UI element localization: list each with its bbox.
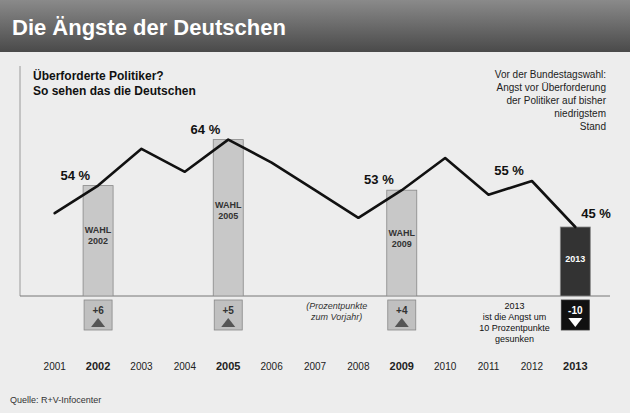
chart: Die Ängste der Deutschen WAHL2002 WAHL2005… bbox=[0, 0, 630, 413]
bar bbox=[83, 186, 113, 296]
data-label: 45 % bbox=[581, 206, 611, 221]
x-tick-label: 2004 bbox=[174, 361, 197, 372]
annotation: 2013ist die Angst um10 Prozentpunktegesu… bbox=[479, 301, 550, 344]
line bbox=[55, 140, 576, 227]
delta-box bbox=[561, 300, 589, 330]
delta-arrow bbox=[91, 318, 105, 327]
bar-label: WAHL2002 bbox=[85, 225, 112, 246]
x-tick-label: 2001 bbox=[44, 361, 67, 372]
x-tick-label: 2008 bbox=[347, 361, 370, 372]
bar-label: WAHL2005 bbox=[215, 200, 242, 221]
delta-arrow bbox=[568, 318, 582, 327]
background bbox=[0, 0, 630, 413]
x-tick-label: 2005 bbox=[216, 360, 240, 372]
data-label: 55 % bbox=[494, 163, 524, 178]
subtitle: Überforderte Politiker?So sehen das die … bbox=[33, 68, 196, 98]
source: Quelle: R+V-Infocenter bbox=[10, 395, 101, 405]
x-tick-label: 2011 bbox=[478, 361, 500, 372]
x-tick-label: 2010 bbox=[434, 361, 457, 372]
delta-box bbox=[214, 300, 242, 330]
delta-label: +5 bbox=[223, 305, 235, 316]
delta-box bbox=[388, 300, 416, 330]
data-label: 53 % bbox=[364, 172, 394, 187]
x-tick-label: 2012 bbox=[521, 361, 544, 372]
delta-label: +4 bbox=[396, 305, 408, 316]
plot-area bbox=[55, 140, 591, 296]
bar-label: 2013 bbox=[565, 254, 585, 264]
y-axis-line bbox=[20, 66, 21, 296]
data-label: 64 % bbox=[191, 122, 221, 137]
x-tick-label: 2006 bbox=[260, 361, 283, 372]
delta-arrow bbox=[221, 318, 235, 327]
title-bar bbox=[0, 0, 630, 52]
bar-label: WAHL2009 bbox=[389, 228, 416, 249]
subtitle-right: Vor der Bundestagswahl:Angst vor Überfor… bbox=[495, 69, 607, 132]
x-tick-label: 2009 bbox=[390, 360, 414, 372]
delta-label: +6 bbox=[92, 305, 104, 316]
delta-label: -10 bbox=[568, 305, 583, 316]
bar bbox=[387, 190, 417, 296]
bar bbox=[213, 140, 243, 296]
bar bbox=[560, 227, 590, 296]
annotation: (Prozentpunktezum Vorjahr) bbox=[306, 301, 367, 322]
x-tick-label: 2003 bbox=[130, 361, 153, 372]
title: Die Ängste der Deutschen bbox=[12, 15, 286, 40]
data-label: 54 % bbox=[60, 168, 90, 183]
x-tick-label: 2013 bbox=[563, 360, 587, 372]
delta-arrow bbox=[395, 318, 409, 327]
delta-box bbox=[84, 300, 112, 330]
x-tick-label: 2007 bbox=[304, 361, 327, 372]
x-tick-label: 2002 bbox=[86, 360, 110, 372]
